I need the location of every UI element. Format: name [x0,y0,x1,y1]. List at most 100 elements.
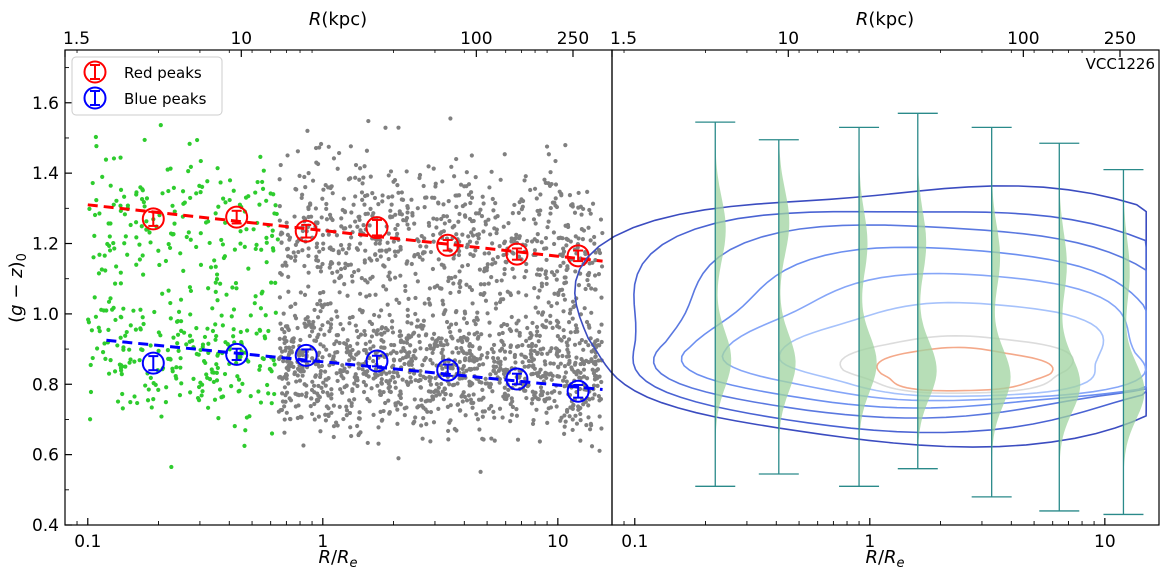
scatter-point [448,329,453,335]
scatter-point [474,412,479,417]
scatter-point [525,325,530,331]
scatter-point [306,284,311,289]
scatter-point [284,373,289,378]
scatter-point [428,409,434,415]
scatter-point [264,235,269,240]
scatter-point [534,196,539,201]
scatter-point [517,236,522,241]
scatter-point [599,322,604,327]
scatter-point [176,348,181,353]
scatter-point [469,400,474,405]
scatter-point [344,413,349,418]
scatter-point [415,405,420,410]
scatter-point [578,417,583,423]
scatter-point [517,333,522,338]
scatter-point [584,319,590,325]
scatter-point [431,216,436,221]
scatter-point [487,185,492,190]
scatter-point [276,409,282,414]
legend-label-blue: Blue peaks [124,90,207,108]
scatter-point [334,371,339,376]
scatter-point [91,255,96,260]
scatter-point [316,414,321,419]
scatter-point [195,137,200,143]
scatter-point [519,207,524,212]
scatter-point [392,178,398,183]
scatter-point [259,247,264,252]
scatter-point [545,420,550,425]
scatter-point [570,427,575,433]
scatter-point [450,350,455,355]
scatter-point [427,302,433,307]
scatter-point [188,164,193,169]
scatter-point [124,329,129,335]
scatter-point [448,116,453,121]
scatter-point [453,193,458,198]
scatter-point [471,218,476,224]
scatter-point [121,347,126,352]
scatter-point [277,295,282,300]
scatter-point [599,264,605,269]
scatter-point [550,373,555,378]
scatter-point [435,389,441,394]
scatter-point [597,329,602,334]
scatter-point [516,290,521,295]
scatter-point [179,319,184,324]
scatter-point [377,241,382,246]
scatter-point [493,306,499,311]
scatter-point [318,298,323,303]
scatter-point [203,220,209,225]
scatter-point [439,342,444,347]
scatter-point [488,372,493,377]
scatter-point [168,300,173,306]
scatter-point [302,174,307,180]
scatter-point [444,338,449,343]
scatter-point [390,374,395,379]
scatter-point [574,355,579,360]
scatter-point [297,353,302,358]
scatter-point [332,279,337,284]
peak-marker-red [505,242,529,266]
scatter-point [277,203,282,209]
scatter-point [260,186,266,191]
scatter-point [439,216,444,222]
scatter-point [516,210,521,215]
scatter-point [597,448,602,453]
scatter-point [324,404,329,409]
scatter-point [134,262,139,267]
scatter-point [303,317,308,322]
scatter-point [94,197,99,203]
scatter-point [223,200,228,205]
scatter-point [575,369,581,374]
scatter-point [552,291,557,296]
scatter-point [220,323,225,328]
scatter-point [396,374,401,379]
scatter-point [483,376,488,381]
scatter-point [539,240,544,245]
scatter-point [277,336,282,341]
scatter-point [269,401,274,406]
scatter-point [442,309,447,315]
scatter-point [504,396,509,402]
scatter-point [502,385,507,390]
scatter-point [521,217,526,222]
peak-marker-blue [566,379,590,403]
scatter-point [557,390,562,395]
scatter-point [590,201,596,206]
scatter-point [420,362,425,368]
scatter-point [106,327,111,332]
scatter-point [361,175,366,180]
scatter-point [433,376,438,381]
scatter-point [549,303,554,309]
scatter-point [93,134,98,140]
scatter-point [339,224,344,229]
scatter-point [405,259,410,264]
scatter-point [562,275,567,280]
scatter-point [430,396,436,401]
scatter-point [585,277,590,283]
scatter-point [452,174,457,179]
scatter-point [323,183,328,188]
scatter-point [528,348,534,353]
scatter-point [495,356,501,361]
scatter-point [264,198,269,203]
